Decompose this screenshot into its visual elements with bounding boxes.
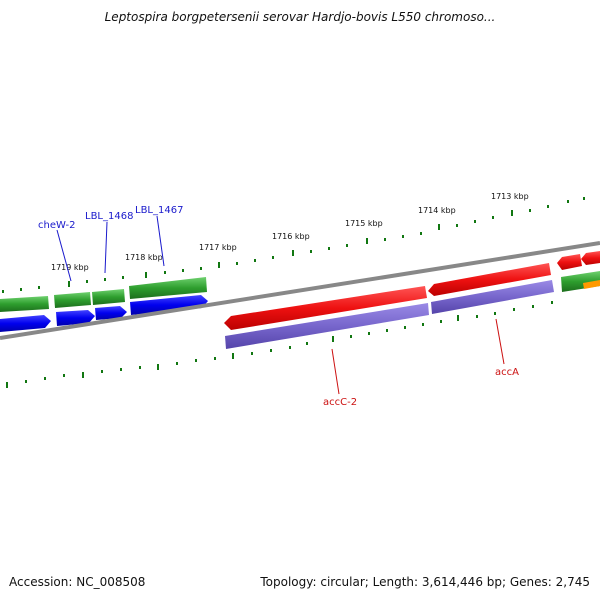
cds-red-accA [428, 263, 551, 296]
callout-cheW-2 [56, 229, 72, 282]
purple-feature [225, 303, 429, 349]
green-feature-track [0, 271, 600, 312]
scale-label-1713: 1713 kbp [491, 192, 529, 201]
purple-feature [431, 280, 554, 314]
major-tick [157, 364, 159, 370]
scale-label-1716: 1716 kbp [272, 232, 310, 241]
cds-blue [56, 310, 95, 326]
major-tick [511, 210, 513, 216]
blue-cds-track [0, 295, 208, 332]
outer-tick-row [2, 197, 585, 293]
orange-feature [583, 280, 600, 289]
inner-tick-row [6, 301, 553, 388]
major-tick [82, 372, 84, 378]
major-tick [6, 382, 8, 388]
green-feature [92, 289, 125, 305]
green-feature [0, 296, 49, 312]
callout-LBL_1468 [104, 221, 108, 274]
cds-red [557, 254, 582, 270]
major-tick [332, 336, 334, 342]
major-tick [457, 315, 459, 321]
major-tick [438, 224, 440, 230]
red-cds-track [224, 251, 600, 330]
topology-summary: Topology: circular; Length: 3,614,446 bp… [260, 575, 590, 589]
major-tick [232, 353, 234, 359]
scale-label-1715: 1715 kbp [345, 219, 383, 228]
major-tick [292, 250, 294, 256]
cds-blue [0, 315, 51, 332]
scale-label-1719: 1719 kbp [51, 263, 89, 272]
gene-label-cheW-2: cheW-2 [38, 220, 75, 231]
cds-red [581, 251, 600, 265]
major-tick [145, 272, 147, 278]
major-tick [218, 262, 220, 268]
green-feature [54, 292, 91, 308]
backbone-ring [0, 241, 600, 340]
green-feature [129, 277, 207, 299]
scale-labels: 1713 kbp 1714 kbp 1715 kbp 1716 kbp 1717… [51, 192, 529, 272]
gene-label-LBL_1467: LBL_1467 [135, 205, 183, 216]
callout-LBL_1467 [156, 215, 165, 267]
callout-lines [56, 215, 505, 395]
gene-label-accC-2: accC-2 [323, 397, 357, 408]
scale-label-1714: 1714 kbp [418, 206, 456, 215]
accession-text: Accession: NC_008508 [9, 575, 146, 589]
gene-labels: cheW-2 LBL_1468 LBL_1467 accC-2 accA [38, 205, 519, 408]
map-title: Leptospira borgpetersenii serovar Hardjo… [104, 10, 496, 24]
purple-feature-track [225, 280, 554, 349]
major-tick [68, 281, 70, 287]
callout-accA [495, 318, 505, 365]
callout-accC-2 [331, 348, 340, 395]
cds-blue [130, 295, 208, 315]
scale-label-1718: 1718 kbp [125, 253, 163, 262]
scale-label-1717: 1717 kbp [199, 243, 237, 252]
gene-label-LBL_1468: LBL_1468 [85, 211, 133, 222]
major-tick [366, 238, 368, 244]
gene-label-accA: accA [495, 367, 519, 378]
cds-blue [95, 306, 127, 320]
cds-red-accC-2 [224, 286, 427, 330]
